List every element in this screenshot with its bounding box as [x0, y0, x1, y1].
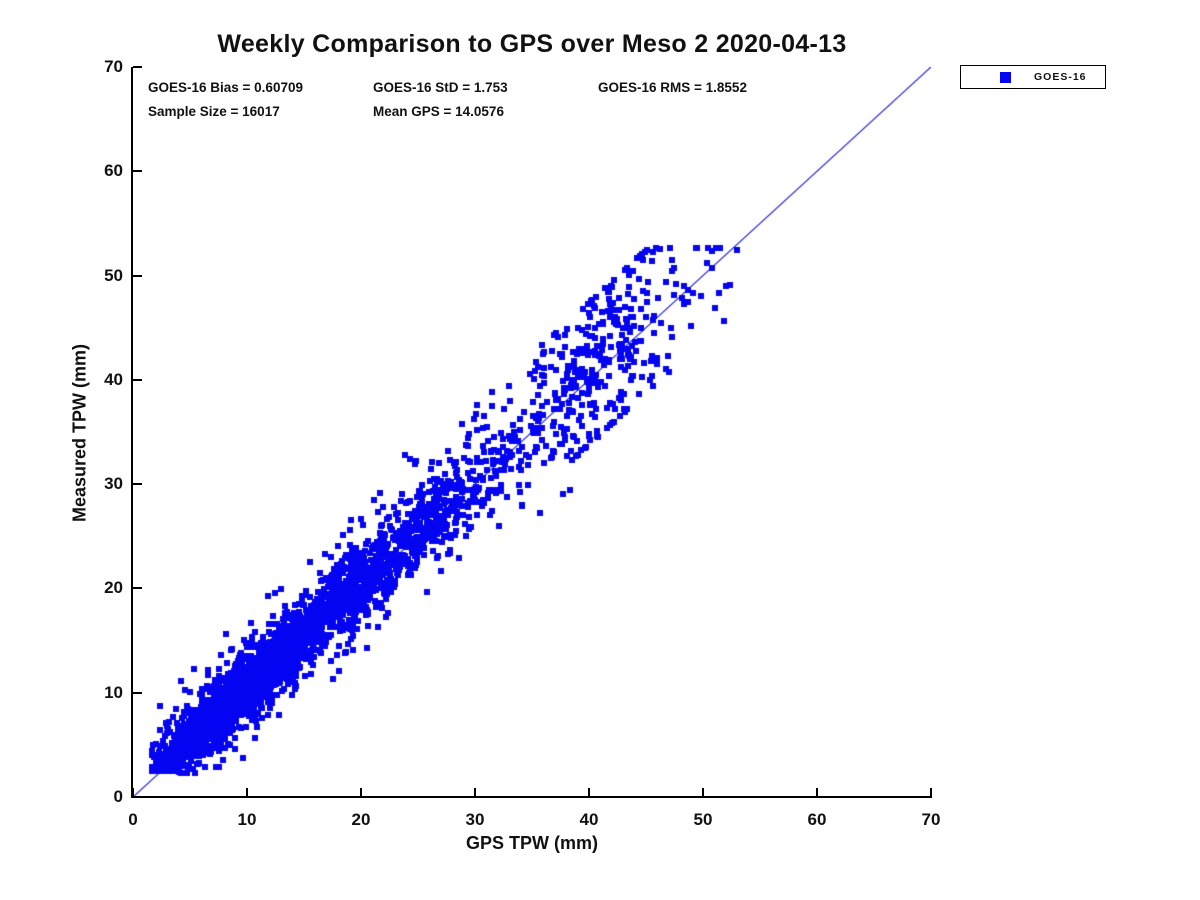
y-axis-spine	[131, 67, 133, 798]
y-axis-label: Measured TPW (mm)	[69, 343, 90, 523]
y-tick	[133, 378, 142, 381]
y-tick-label: 50	[104, 265, 123, 285]
x-axis-spine	[131, 796, 932, 798]
x-tick	[360, 788, 362, 797]
y-tick	[133, 691, 142, 694]
y-tick	[133, 274, 142, 277]
y-tick-label: 30	[104, 474, 123, 494]
x-tick-label: 30	[465, 810, 485, 829]
x-tick	[246, 788, 248, 797]
x-tick-label: 0	[128, 810, 138, 829]
y-tick	[133, 66, 142, 68]
x-tick	[816, 788, 818, 797]
x-tick	[930, 788, 932, 797]
y-tick	[133, 796, 142, 798]
scatter-plot-canvas	[133, 67, 931, 797]
y-tick-label: 70	[104, 57, 123, 76]
chart-title: Weekly Comparison to GPS over Meso 2 202…	[217, 30, 847, 58]
y-tick-label: 10	[104, 682, 123, 702]
x-tick	[132, 788, 134, 797]
y-tick-label: 20	[104, 578, 123, 598]
legend-entry-label: GOES-16	[1034, 71, 1087, 83]
legend-marker-square-icon	[1000, 71, 1011, 83]
x-tick	[474, 788, 476, 797]
x-tick	[588, 788, 590, 797]
x-tick-label: 70	[921, 810, 941, 829]
y-tick-label: 60	[104, 161, 123, 181]
y-tick-label: 0	[113, 787, 123, 806]
y-tick-label: 40	[104, 369, 123, 389]
legend-box: GOES-16	[960, 65, 1106, 89]
x-tick-label: 50	[693, 810, 713, 829]
y-tick	[133, 170, 142, 173]
y-tick	[133, 483, 142, 486]
x-tick-label: 60	[807, 810, 827, 829]
x-tick	[702, 788, 704, 797]
x-tick-label: 20	[351, 810, 371, 829]
x-axis-label: GPS TPW (mm)	[465, 833, 598, 853]
x-tick-label: 10	[237, 810, 257, 829]
x-tick-label: 40	[579, 810, 599, 829]
y-tick	[133, 587, 142, 590]
